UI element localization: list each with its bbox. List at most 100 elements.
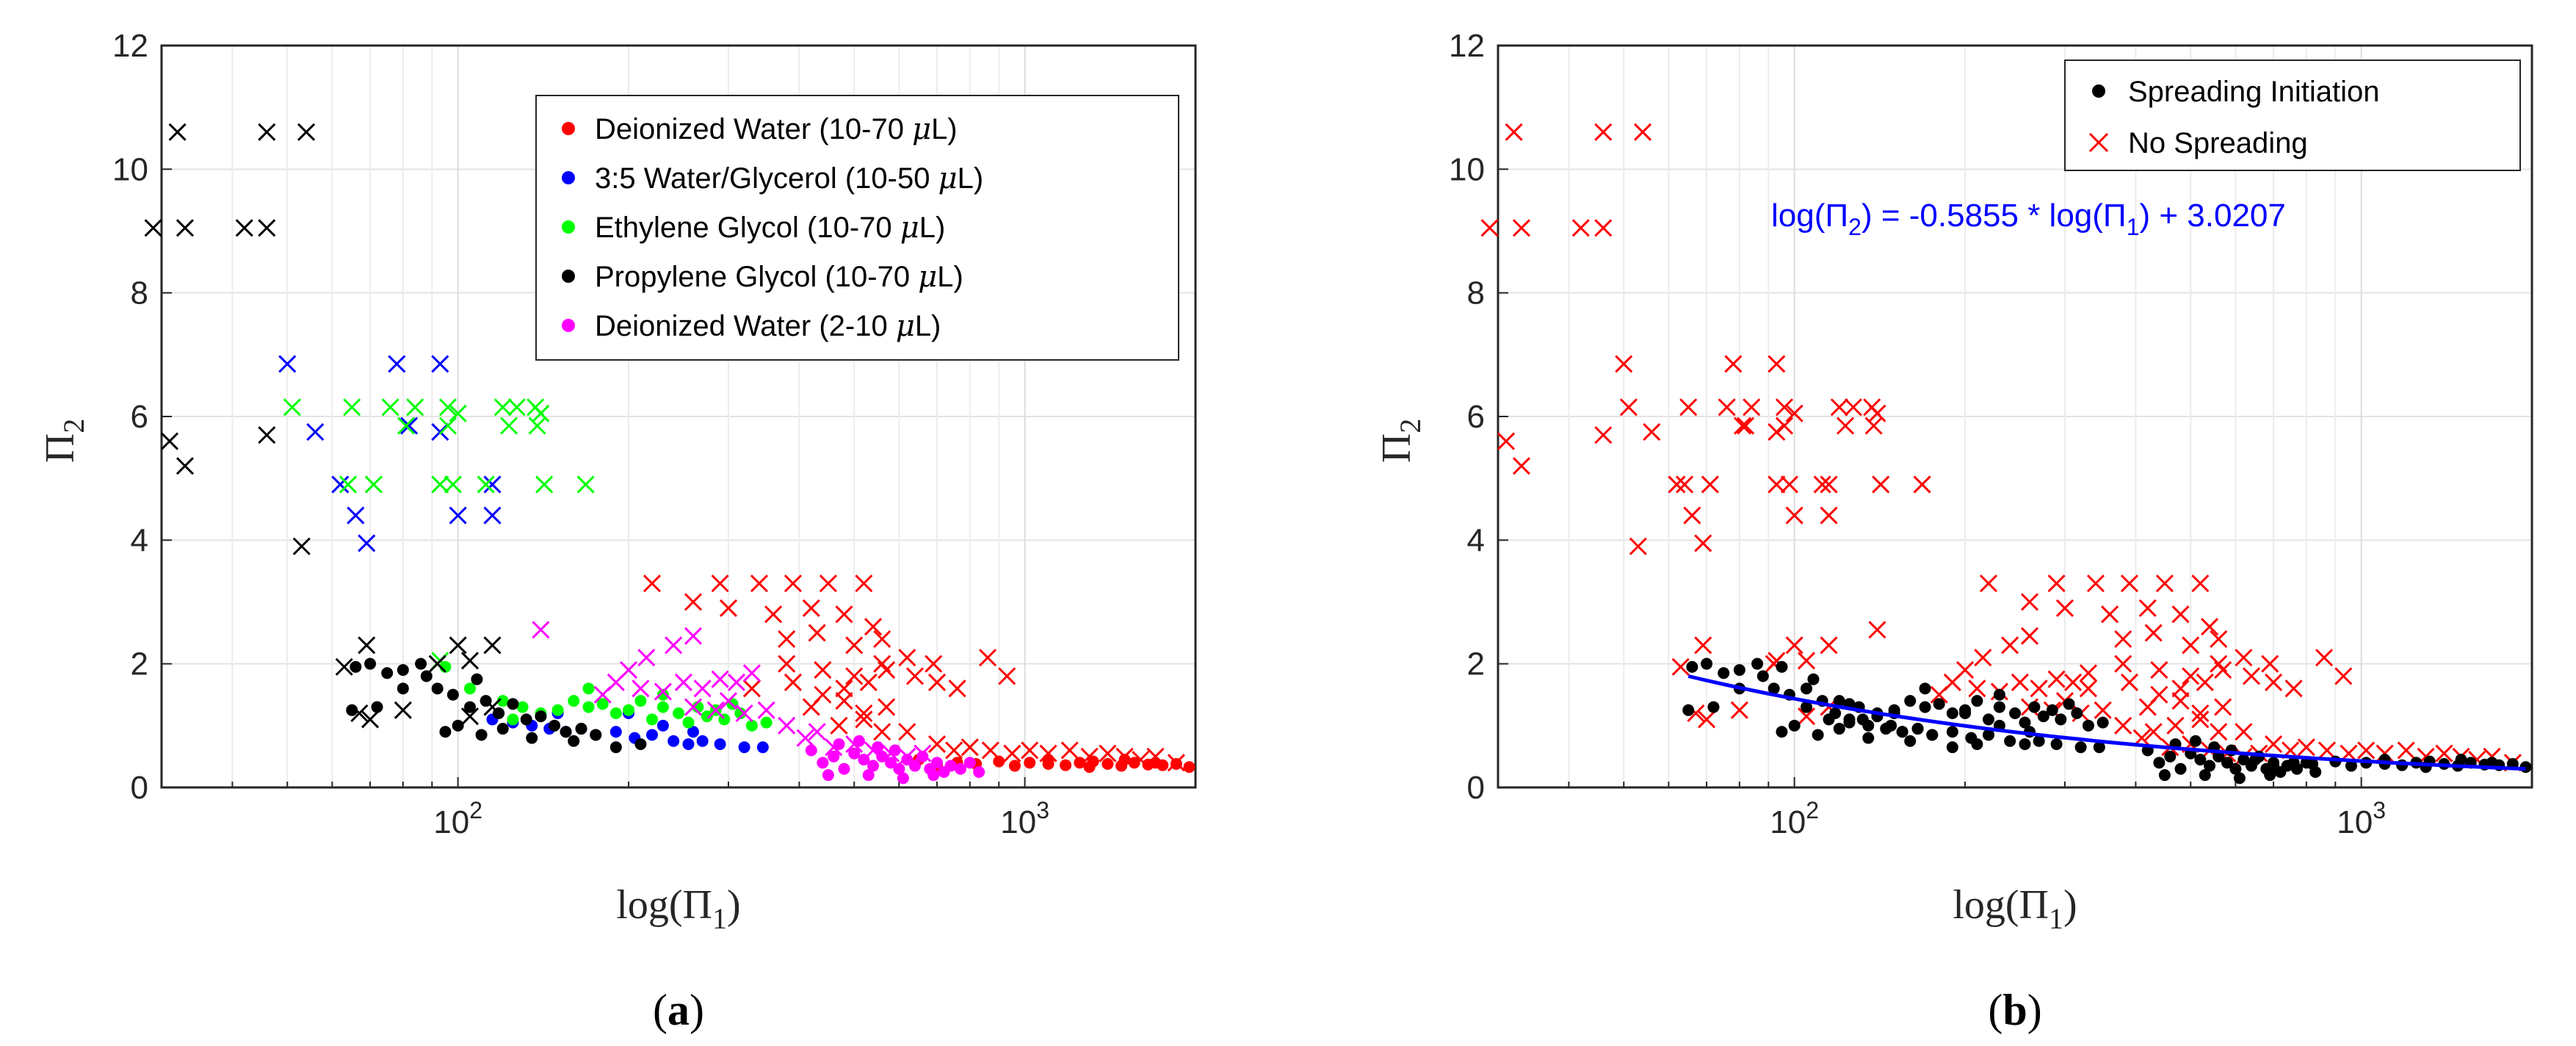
data-point-cross bbox=[878, 661, 896, 679]
data-point-cross bbox=[460, 652, 480, 670]
data-point bbox=[2063, 698, 2075, 710]
panel-label-letter: b bbox=[2002, 986, 2027, 1034]
data-point-cross bbox=[532, 621, 550, 639]
x-tick-label-exp: 2 bbox=[1806, 797, 1819, 823]
data-point-cross bbox=[864, 618, 883, 636]
data-point bbox=[2268, 757, 2280, 769]
y-tick-label: 10 bbox=[1449, 151, 1485, 187]
data-point-cross bbox=[1733, 416, 1752, 435]
data-point-cross bbox=[2155, 574, 2174, 593]
data-point-cross bbox=[819, 574, 837, 593]
y-tick-label: 0 bbox=[131, 770, 148, 806]
data-point bbox=[993, 755, 1005, 768]
y-tick-label: 12 bbox=[112, 28, 148, 64]
data-point-cross bbox=[2334, 667, 2353, 685]
data-point-cross bbox=[347, 506, 365, 524]
x-axis-label: log(Π1) bbox=[1953, 882, 2077, 935]
legend-items: Deionized Water (10-70 μL) 3:5 Water/Gly… bbox=[562, 112, 983, 343]
data-point bbox=[1801, 682, 1813, 695]
data-point-cross bbox=[981, 741, 999, 760]
legend-item: Ethylene Glycol (10-70 μL) bbox=[562, 211, 945, 245]
data-point-cross bbox=[176, 457, 195, 475]
data-point-cross bbox=[855, 710, 873, 729]
data-point-cross bbox=[460, 707, 480, 726]
data-point bbox=[1707, 701, 1720, 713]
data-point-cross bbox=[802, 698, 820, 716]
data-point-cross bbox=[258, 219, 276, 237]
y-tick-label: 2 bbox=[131, 646, 148, 682]
data-point-cross bbox=[2264, 673, 2283, 691]
data-point bbox=[701, 710, 713, 723]
data-point-cross bbox=[2196, 673, 2214, 691]
data-point bbox=[916, 750, 929, 762]
data-point bbox=[1101, 758, 1114, 771]
data-point bbox=[1008, 760, 1021, 772]
data-point-cross bbox=[381, 398, 399, 416]
data-point-cross bbox=[1864, 416, 1883, 435]
data-point-cross bbox=[2114, 716, 2132, 735]
data-point-cross bbox=[400, 416, 419, 435]
data-point-cross bbox=[859, 673, 878, 691]
data-point-cross bbox=[2150, 661, 2168, 679]
legend-label: Deionized Water (2-10 bbox=[595, 310, 896, 342]
fit-equation: log(Π2) = -0.5855 * log(Π1) + 3.0207 bbox=[1771, 198, 2286, 240]
x-axis-label-suffix: ) bbox=[2063, 882, 2077, 928]
legend: Deionized Water (10-70 μL) 3:5 Water/Gly… bbox=[535, 95, 1179, 361]
y-axis-label-main: Π bbox=[1374, 433, 1419, 463]
data-point-cross bbox=[449, 404, 467, 422]
data-point bbox=[1733, 664, 1745, 677]
data-point bbox=[575, 723, 587, 735]
data-point bbox=[1933, 698, 1945, 710]
data-point bbox=[1060, 759, 1072, 771]
legend-label-end: L) bbox=[937, 261, 963, 293]
data-point bbox=[346, 704, 358, 716]
legend-marker bbox=[2088, 132, 2109, 153]
data-point bbox=[833, 738, 845, 751]
data-point-cross bbox=[278, 355, 297, 373]
data-point-cross bbox=[711, 670, 729, 688]
legend-label-unit: μ bbox=[938, 162, 958, 195]
svg-text:Propylene Glycol (10-70 μL): Propylene Glycol (10-70 μL) bbox=[595, 260, 963, 294]
fit-equation-rhs-sub: 1 bbox=[2127, 214, 2140, 240]
data-point-cross bbox=[339, 475, 358, 494]
data-point bbox=[535, 710, 547, 723]
fit-line-group bbox=[1687, 674, 2526, 771]
data-point-cross bbox=[1594, 123, 1613, 141]
x-tick-label-base: 10 bbox=[433, 804, 469, 840]
data-point-cross bbox=[654, 682, 672, 701]
data-point-cross bbox=[2210, 630, 2228, 649]
legend-label-end: L) bbox=[919, 212, 946, 244]
data-point-cross bbox=[845, 636, 864, 654]
data-point bbox=[2050, 738, 2063, 751]
data-point bbox=[634, 695, 647, 707]
data-point-cross bbox=[1694, 636, 1712, 654]
data-point-cross bbox=[331, 475, 350, 494]
data-point-cross bbox=[1643, 422, 1661, 441]
data-point-cross bbox=[2318, 741, 2336, 760]
data-point bbox=[1982, 713, 1994, 726]
data-point-cross bbox=[1768, 355, 1786, 373]
data-point-cross bbox=[1955, 661, 1975, 679]
fit-equation-tail: ) + 3.0207 bbox=[2140, 198, 2286, 234]
y-axis-label: Π2 bbox=[1374, 419, 1427, 463]
data-point bbox=[1183, 761, 1195, 773]
panel-label: (a) bbox=[653, 986, 704, 1034]
data-point bbox=[551, 704, 564, 716]
data-point bbox=[1833, 695, 1845, 707]
data-point-cross bbox=[1021, 741, 1039, 760]
data-point bbox=[496, 723, 509, 735]
y-ticks: 0 2 4 6 8 10 12 bbox=[1449, 28, 1508, 806]
legend-label-unit: μ bbox=[918, 260, 937, 294]
data-point bbox=[858, 754, 870, 766]
y-tick-label: 2 bbox=[1467, 646, 1485, 682]
data-point-cross bbox=[2171, 692, 2190, 710]
data-point-cross bbox=[2214, 661, 2232, 679]
data-point bbox=[350, 660, 362, 673]
panel-label: (b) bbox=[1988, 986, 2041, 1034]
data-point-cross bbox=[388, 355, 406, 373]
data-point-cross bbox=[2079, 664, 2097, 682]
data-point-cross bbox=[684, 627, 703, 645]
data-point bbox=[2309, 765, 2322, 778]
data-point bbox=[464, 701, 477, 713]
data-point-cross bbox=[2191, 704, 2210, 723]
